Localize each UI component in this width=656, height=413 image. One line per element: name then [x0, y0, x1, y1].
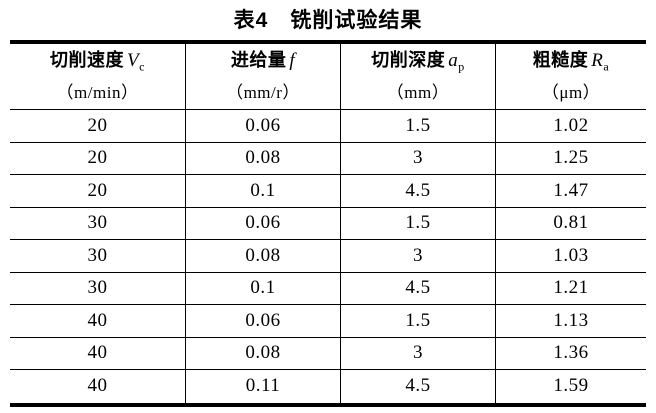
table-cell: 4.5 — [340, 370, 495, 403]
table-row: 30 0.08 3 1.03 — [10, 240, 646, 273]
table-cell: 1.13 — [495, 305, 646, 337]
table-cell: 30 — [87, 244, 108, 266]
column-header-line1: 切削速度 Vc — [50, 47, 145, 80]
table-cell: 3 — [340, 240, 495, 272]
table-cell: 40 — [87, 375, 108, 397]
table-row: 20 0.08 3 1.25 — [10, 142, 646, 175]
column-symbol: f — [289, 50, 296, 72]
table-cell: 0.08 — [185, 240, 340, 272]
table-cell: 0.11 — [185, 370, 340, 403]
table-cell: 30 — [87, 212, 108, 234]
table-cell: 0.06 — [185, 207, 340, 239]
table-row: 20 0.06 1.5 1.02 — [10, 110, 646, 143]
table-cell: 0.08 — [185, 337, 340, 369]
column-subscript: a — [603, 59, 610, 74]
table-cell: 0.06 — [185, 305, 340, 337]
table-cell: 1.59 — [495, 370, 646, 403]
table-cell: 20 — [87, 179, 108, 201]
column-header-line1: 粗糙度 Ra — [533, 47, 609, 80]
column-unit: （mm） — [386, 82, 450, 102]
table-cell: 0.08 — [185, 142, 340, 174]
table-cell: 0.1 — [185, 272, 340, 304]
column-header-cutting-speed: 切削速度 Vc （m/min） — [10, 44, 185, 109]
column-label: 切削深度 — [371, 50, 446, 71]
table-cell: 40 — [87, 309, 108, 331]
column-header-line1: 切削深度 ap — [371, 47, 465, 80]
table-cell: 20 — [87, 147, 108, 169]
column-header-cutting-depth: 切削深度 ap （mm） — [340, 44, 495, 109]
column-header-line1: 进给量 f — [231, 47, 295, 80]
table-cell: 0.06 — [185, 110, 340, 142]
table-cell: 1.47 — [495, 175, 646, 207]
column-symbol: V — [127, 50, 140, 72]
column-header-feed-rate: 进给量 f （mm/r） — [185, 44, 340, 109]
table-row: 30 0.1 4.5 1.21 — [10, 272, 646, 305]
table-cell: 1.5 — [340, 110, 495, 142]
column-label: 进给量 — [230, 50, 287, 71]
table-cell: 1.02 — [495, 110, 646, 142]
column-symbol: a — [448, 50, 459, 72]
column-label: 粗糙度 — [532, 50, 589, 71]
table-cell: 30 — [87, 277, 108, 299]
table-cell: 1.21 — [495, 272, 646, 304]
table-cell: 1.5 — [340, 207, 495, 239]
column-symbol: R — [591, 50, 604, 72]
table-caption: 表4 铣削试验结果 — [233, 9, 423, 32]
header-row: 切削速度 Vc （m/min） 进给量 f （mm/r） 切削深度 ap （mm） 粗… — [10, 44, 646, 110]
table-cell: 1.5 — [340, 305, 495, 337]
table-cell: 0.81 — [495, 207, 646, 239]
table-row: 30 0.06 1.5 0.81 — [10, 207, 646, 240]
results-table: 切削速度 Vc （m/min） 进给量 f （mm/r） 切削深度 ap （mm） 粗… — [10, 40, 646, 407]
table-row: 40 0.11 4.5 1.59 — [10, 370, 646, 403]
table-cell: 20 — [87, 114, 108, 136]
column-subscript: p — [458, 59, 465, 74]
table-row: 40 0.06 1.5 1.13 — [10, 305, 646, 338]
table-cell: 1.03 — [495, 240, 646, 272]
table-cell: 3 — [340, 337, 495, 369]
table-cell: 4.5 — [340, 175, 495, 207]
table-cell: 4.5 — [340, 272, 495, 304]
column-header-roughness: 粗糙度 Ra （μm） — [495, 44, 646, 109]
column-unit: （mm/r） — [226, 82, 300, 102]
column-label: 切削速度 — [50, 50, 125, 71]
table-cell: 1.25 — [495, 142, 646, 174]
table-cell: 1.36 — [495, 337, 646, 369]
table-row: 20 0.1 4.5 1.47 — [10, 175, 646, 208]
table-cell: 3 — [340, 142, 495, 174]
table-row: 40 0.08 3 1.36 — [10, 337, 646, 370]
table-cell: 0.1 — [185, 175, 340, 207]
column-subscript: c — [139, 59, 145, 74]
column-unit: （μm） — [541, 82, 601, 102]
table-cell: 40 — [87, 342, 108, 364]
column-unit: （m/min） — [56, 82, 139, 102]
